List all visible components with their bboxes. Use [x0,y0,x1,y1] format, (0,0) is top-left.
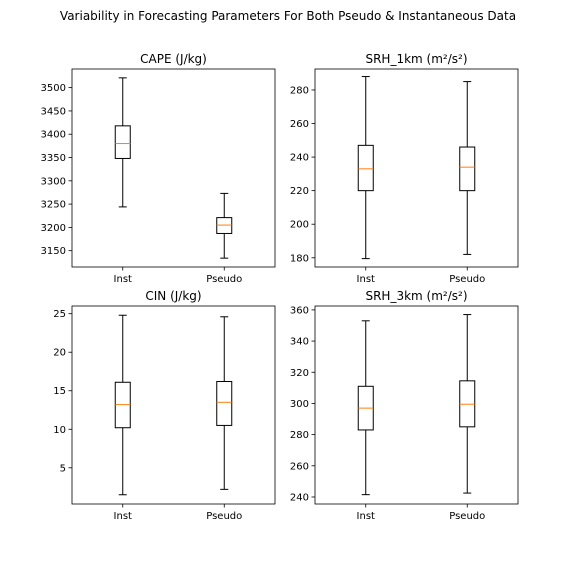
subplot-4: SRH_3km (m²/s²) 240 260 280 300 320 340 360 Inst… [290,289,519,522]
y-tick-label: 3500 [41,83,66,94]
box-pseudo [459,314,476,494]
x-tick-label: Inst [357,274,375,285]
x-tick-label: Inst [114,511,132,522]
box-inst [357,320,374,496]
x-tick-label: Pseudo [206,274,242,285]
iqr-box [216,381,233,426]
box-inst [114,77,131,208]
y-tick-label: 3450 [41,106,66,117]
axes-frame [314,305,519,505]
y-tick-label: 5 [60,463,66,474]
y-tick-label: 20 [53,348,66,359]
y-tick-label: 25 [53,309,66,320]
x-tick-label: Inst [357,511,375,522]
y-tick-label: 3200 [41,223,66,234]
iqr-box [114,125,131,159]
y-tick-label: 200 [290,220,309,231]
y-tick-label: 260 [290,461,309,472]
box-pseudo [459,81,476,255]
y-tick-label: 240 [290,153,309,164]
iqr-box [357,144,374,192]
y-tick-label: 3250 [41,200,66,211]
y-tick-label: 360 [290,305,309,316]
subplot-1: CAPE (J/kg) 3150 3200 3250 3300 3350 3400 3450 3… [41,52,276,285]
subplot-3: CIN (J/kg) 5 10 15 20 25 Inst Pseudo [53,289,276,522]
x-tick-label: Pseudo [449,511,485,522]
y-tick-label: 15 [53,386,66,397]
y-tick-label: 180 [290,253,309,264]
box-pseudo [216,192,233,259]
subplot-title: SRH_3km (m²/s²) [365,289,467,303]
y-tick-label: 3150 [41,246,66,257]
y-tick-label: 3350 [41,153,66,164]
axes-frame [71,68,276,268]
y-tick-label: 3400 [41,130,66,141]
x-tick-label: Pseudo [449,274,485,285]
subplot-title: CIN (J/kg) [145,289,201,303]
y-tick-label: 320 [290,368,309,379]
y-tick-label: 260 [290,119,309,130]
y-tick-label: 280 [290,85,309,96]
y-tick-label: 10 [53,425,66,436]
axes-frame [71,305,276,505]
y-tick-label: 340 [290,337,309,348]
y-tick-label: 3300 [41,176,66,187]
y-tick-label: 300 [290,399,309,410]
box-inst [357,76,374,260]
y-tick-label: 280 [290,430,309,441]
figure-title: Variability in Forecasting Parameters Fo… [59,9,517,23]
subplot-title: SRH_1km (m²/s²) [365,52,467,66]
y-tick-label: 240 [290,492,309,503]
axes-frame [314,68,519,268]
x-tick-label: Inst [114,274,132,285]
box-inst [114,314,131,496]
y-tick-label: 220 [290,186,309,197]
box-pseudo [216,316,233,490]
subplot-2: SRH_1km (m²/s²) 180 200 220 240 260 280 Inst Pse… [290,52,519,285]
subplot-title: CAPE (J/kg) [140,52,207,66]
iqr-box [459,146,476,192]
x-tick-label: Pseudo [206,511,242,522]
